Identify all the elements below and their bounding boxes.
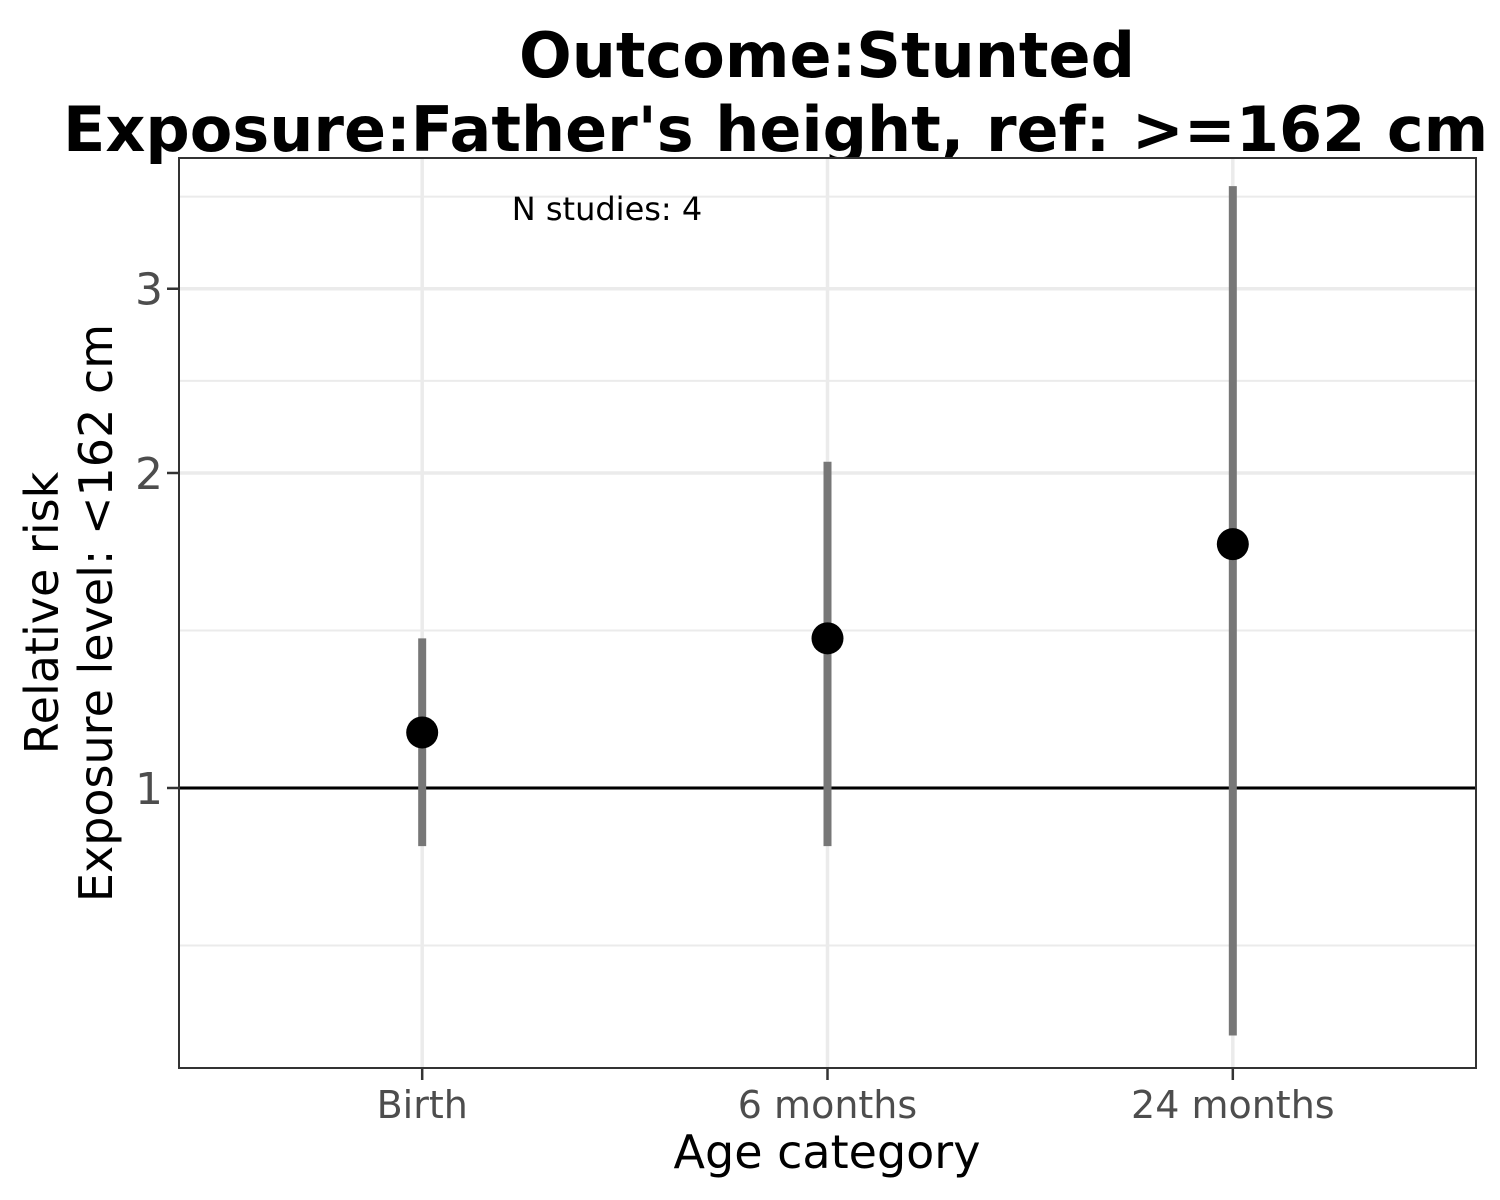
x-tick-label: 24 months <box>1131 1083 1335 1127</box>
estimate-point <box>406 716 439 749</box>
y-tick-label: 1 <box>135 764 163 815</box>
y-axis-title-line1: Relative risk <box>15 471 69 754</box>
y-tick-label: 2 <box>135 449 163 500</box>
annotation-n-studies: N studies: 4 <box>512 190 702 228</box>
data-layer <box>406 186 1249 1036</box>
x-axis-title: Age category <box>674 1125 981 1179</box>
x-tick-label: Birth <box>377 1083 468 1127</box>
x-tick-label: 6 months <box>738 1083 917 1127</box>
y-tick-label: 3 <box>135 265 163 316</box>
chart-subtitle: Exposure:Father's height, ref: >=162 cm <box>63 93 1488 166</box>
estimate-point <box>811 622 844 655</box>
estimate-point <box>1216 528 1249 561</box>
y-axis-title-line2: Exposure level: <162 cm <box>69 324 123 902</box>
chart-title: Outcome:Stunted <box>519 19 1135 92</box>
axis-layer: 1 2 3 Birth 6 months 24 months <box>135 265 1335 1127</box>
